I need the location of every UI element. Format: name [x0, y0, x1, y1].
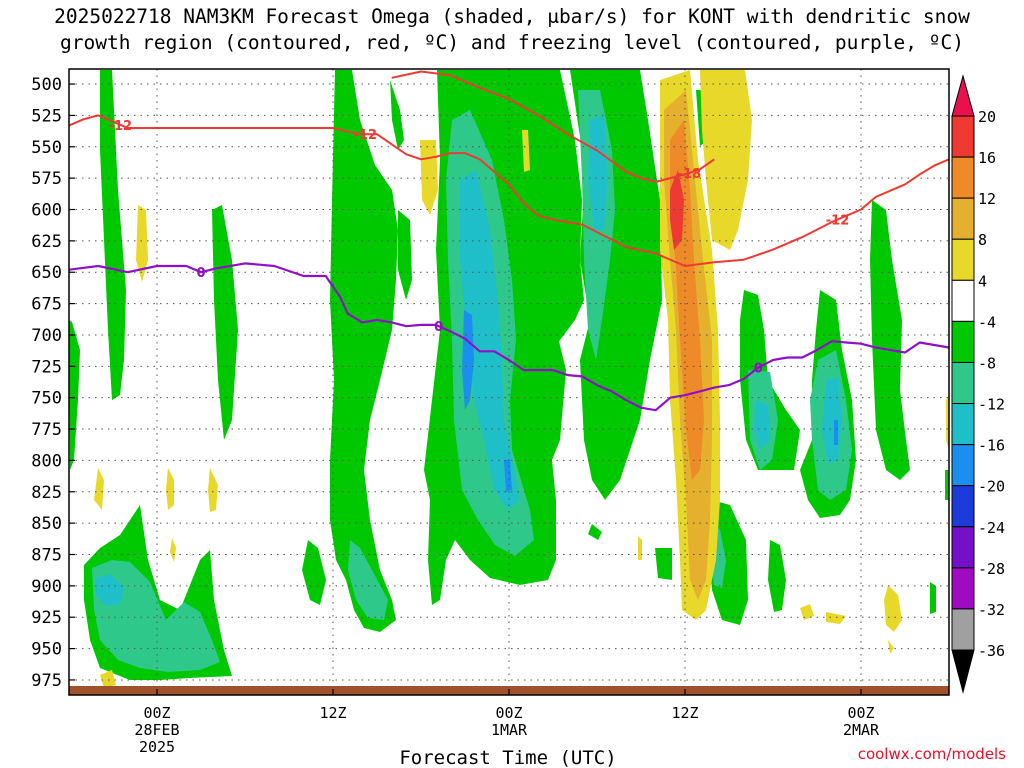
dgz-contour-minus12-lower	[596, 158, 949, 267]
colorbar-label: 20	[978, 108, 996, 126]
omega-shading	[69, 70, 949, 688]
dgz-contour-minus12-upper	[69, 114, 598, 233]
contour-label-0: 0	[196, 266, 205, 281]
x-tick-label: 2025	[139, 738, 175, 756]
temperature-contours: -12 -12 -18 -12 0 0 0	[69, 70, 949, 412]
y-tick-label: 925	[31, 608, 62, 628]
chart-title: 2025022718 NAM3KM Forecast Omega (shaded…	[0, 4, 1024, 56]
contour-label-minus12: -12	[354, 128, 378, 143]
y-tick-label: 850	[31, 514, 62, 534]
y-axis: 500 525 550 575 600 625 650 675 700 725 750 775 800 8…	[31, 75, 75, 691]
y-tick-label: 875	[31, 545, 62, 565]
colorbar-segment	[951, 444, 975, 487]
x-tick-label: 00Z	[847, 704, 874, 722]
colorbar-segment	[951, 279, 975, 322]
y-tick-label: 700	[31, 326, 62, 346]
x-tick-label: 12Z	[319, 704, 346, 722]
colorbar-segment	[951, 608, 975, 651]
colorbar-segment	[951, 197, 975, 240]
y-tick-label: 975	[31, 671, 62, 691]
y-tick-label: 625	[31, 232, 62, 252]
colorbar-label: -12	[978, 396, 1005, 414]
colorbar-segment	[951, 320, 975, 363]
colorbar-label: -28	[978, 560, 1005, 578]
omega-red-regions	[670, 170, 684, 250]
colorbar-label: -4	[978, 313, 996, 331]
colorbar-label: 12	[978, 190, 996, 208]
dgz-contour-minus18	[391, 70, 715, 183]
contour-label-minus12: -12	[826, 214, 850, 229]
x-tick-label: 12Z	[671, 704, 698, 722]
title-line-2: growth region (contoured, red, ºC) and f…	[60, 31, 964, 54]
contour-label-0: 0	[754, 362, 763, 377]
colorbar-legend: 20 16 12 8 4 -4 -8 -12 -16 -20 -24 -28 -32 -36	[951, 74, 1005, 694]
colorbar-label: -24	[978, 519, 1005, 537]
y-tick-label: 500	[31, 75, 62, 95]
y-tick-label: 650	[31, 263, 62, 283]
x-tick-label: 00Z	[495, 704, 522, 722]
colorbar-bottom-arrow	[951, 649, 975, 694]
y-tick-label: 775	[31, 420, 62, 440]
y-tick-label: 725	[31, 357, 62, 377]
colorbar-label: -36	[978, 642, 1005, 660]
y-tick-label: 600	[31, 201, 62, 221]
omega-blue-regions	[462, 310, 838, 492]
y-tick-label: 525	[31, 106, 62, 126]
colorbar-segment	[951, 238, 975, 281]
colorbar-segment	[951, 403, 975, 446]
freezing-level-contour	[69, 262, 949, 412]
x-tick-label: 00Z	[143, 704, 170, 722]
colorbar-label: 16	[978, 149, 996, 167]
colorbar-segment	[951, 485, 975, 528]
title-line-1: 2025022718 NAM3KM Forecast Omega (shaded…	[54, 5, 970, 28]
colorbar-label: -16	[978, 437, 1005, 455]
y-tick-label: 675	[31, 295, 62, 315]
colorbar-segment	[951, 526, 975, 569]
y-tick-label: 575	[31, 169, 62, 189]
colorbar-segment	[951, 567, 975, 610]
x-tick-label: 2MAR	[843, 721, 880, 739]
colorbar-segment	[951, 115, 975, 158]
colorbar-label: 4	[978, 272, 987, 290]
x-axis-label: Forecast Time (UTC)	[399, 747, 616, 768]
colorbar-label: 8	[978, 231, 987, 249]
colorbar-label: -32	[978, 601, 1005, 619]
y-tick-label: 825	[31, 483, 62, 503]
y-tick-label: 900	[31, 577, 62, 597]
contour-label-minus12: -12	[109, 119, 133, 134]
colorbar-segment	[951, 156, 975, 199]
credit-text: coolwx.com/models	[857, 745, 1006, 763]
colorbar-segment	[951, 361, 975, 405]
colorbar-label: -8	[978, 354, 996, 372]
colorbar-top-arrow	[951, 74, 975, 117]
y-tick-label: 800	[31, 451, 62, 471]
colorbar-label: -20	[978, 478, 1005, 496]
grid-lines	[69, 69, 949, 695]
y-tick-label: 950	[31, 640, 62, 660]
y-tick-label: 550	[31, 138, 62, 158]
contour-label-0: 0	[434, 320, 443, 335]
contour-label-minus18: -18	[678, 167, 702, 182]
x-tick-label: 1MAR	[491, 721, 528, 739]
x-tick-label: 28FEB	[134, 721, 179, 739]
y-tick-label: 750	[31, 389, 62, 409]
